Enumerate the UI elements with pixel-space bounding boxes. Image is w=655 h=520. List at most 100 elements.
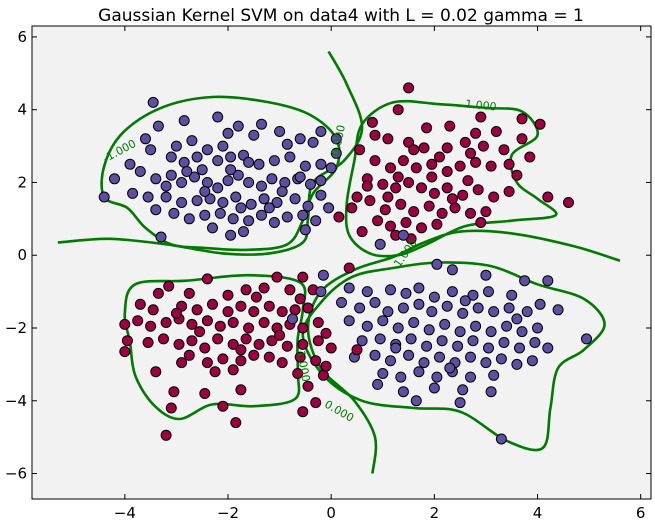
data-point xyxy=(436,335,448,347)
data-point xyxy=(534,298,546,310)
data-point xyxy=(361,180,373,192)
data-point xyxy=(243,215,255,227)
data-point xyxy=(145,144,157,156)
data-point xyxy=(160,191,172,203)
data-point xyxy=(475,217,487,228)
data-point xyxy=(302,302,314,314)
data-point xyxy=(201,315,213,327)
y-tick-label: 0 xyxy=(17,246,27,264)
data-point xyxy=(364,195,376,207)
data-point xyxy=(382,306,394,318)
data-points xyxy=(98,82,592,445)
y-tick-label: 4 xyxy=(17,101,27,119)
data-point xyxy=(356,335,368,347)
data-point xyxy=(222,175,234,187)
data-point xyxy=(426,306,438,318)
data-point xyxy=(279,177,291,188)
data-point xyxy=(320,360,332,372)
data-point xyxy=(266,173,278,185)
data-point xyxy=(253,338,265,350)
data-point xyxy=(297,406,309,418)
data-point xyxy=(498,337,510,348)
data-point xyxy=(542,191,554,203)
data-point xyxy=(366,116,378,128)
data-point xyxy=(405,333,417,345)
data-point xyxy=(446,264,458,276)
data-point xyxy=(209,366,221,378)
data-point xyxy=(212,111,224,123)
data-point xyxy=(268,155,280,167)
data-point xyxy=(521,306,533,318)
data-point xyxy=(292,368,304,379)
data-point xyxy=(191,304,203,316)
data-point xyxy=(281,340,293,352)
y-tick-label: 6 xyxy=(17,28,27,46)
data-point xyxy=(302,200,314,212)
data-point xyxy=(199,209,211,221)
data-point xyxy=(382,191,394,203)
data-point xyxy=(534,118,546,130)
data-point xyxy=(240,284,252,296)
data-point xyxy=(294,171,306,183)
data-point xyxy=(346,202,358,214)
data-point xyxy=(503,158,515,170)
data-point xyxy=(315,175,327,187)
contour-label: 1.000 xyxy=(465,97,498,113)
data-point xyxy=(183,349,195,361)
data-point xyxy=(423,324,435,336)
data-point xyxy=(160,429,172,441)
data-point xyxy=(413,282,425,294)
data-point xyxy=(351,344,363,356)
data-point xyxy=(472,302,484,314)
x-tick-label: 6 xyxy=(636,504,646,520)
data-point xyxy=(163,280,175,292)
data-point xyxy=(441,166,453,177)
data-point xyxy=(361,320,373,332)
data-point xyxy=(134,298,146,310)
data-point xyxy=(369,297,381,308)
contour-line-3 xyxy=(344,99,558,258)
data-point xyxy=(397,386,409,398)
data-point xyxy=(421,340,433,352)
data-point xyxy=(431,371,443,383)
data-point xyxy=(441,142,453,154)
data-point xyxy=(201,273,213,285)
data-point xyxy=(470,320,482,332)
data-point xyxy=(307,136,319,148)
plot-background xyxy=(32,26,651,499)
data-point xyxy=(503,302,515,314)
data-point xyxy=(201,177,213,188)
data-point xyxy=(428,187,440,199)
data-point xyxy=(248,306,260,318)
data-point xyxy=(227,317,239,328)
data-point xyxy=(310,355,322,367)
data-point xyxy=(134,166,146,177)
data-point xyxy=(400,217,412,228)
data-point xyxy=(243,156,255,168)
data-point xyxy=(225,164,237,176)
data-point xyxy=(170,140,182,152)
data-point xyxy=(323,202,335,214)
data-point xyxy=(524,151,536,163)
data-point xyxy=(256,118,267,130)
data-point xyxy=(176,177,188,188)
data-point xyxy=(227,338,239,350)
data-point xyxy=(271,271,283,283)
data-point xyxy=(315,286,327,298)
data-point xyxy=(395,198,407,210)
data-point xyxy=(372,378,384,390)
data-point xyxy=(189,171,200,183)
data-point xyxy=(408,206,420,218)
data-point xyxy=(183,287,195,299)
data-point xyxy=(519,275,531,287)
data-point xyxy=(183,213,195,225)
data-point xyxy=(294,293,306,305)
data-point xyxy=(165,169,177,181)
data-point xyxy=(452,340,464,352)
data-point xyxy=(413,298,425,310)
data-point xyxy=(212,333,224,345)
data-point xyxy=(426,158,438,170)
data-point xyxy=(227,213,239,225)
data-point xyxy=(403,82,415,94)
data-point xyxy=(238,226,249,238)
